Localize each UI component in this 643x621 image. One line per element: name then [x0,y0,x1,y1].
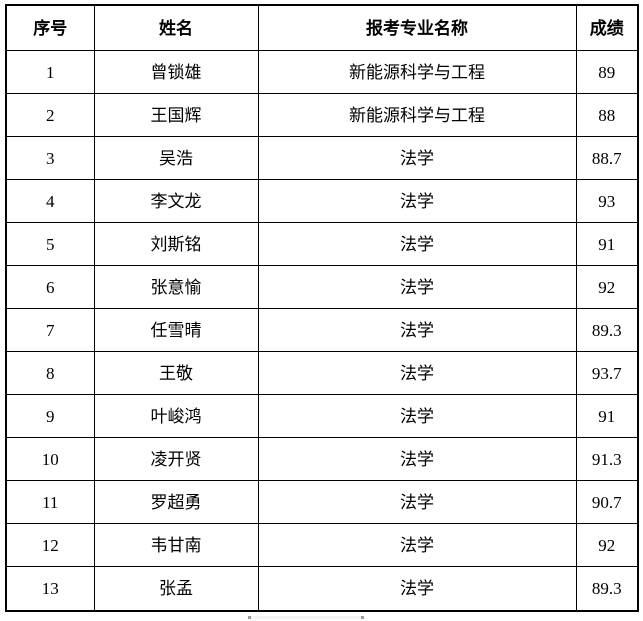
cell-major: 法学 [257,308,577,353]
table-row: 2 王国辉 新能源科学与工程 88 [5,93,639,138]
cell-index: 2 [5,93,95,138]
table-row: 7 任雪晴 法学 89.3 [5,308,639,353]
cell-major: 法学 [257,566,577,612]
scrollbar-artifact [248,616,364,619]
cell-major: 法学 [257,523,577,568]
cell-name: 叶峻鸿 [93,394,259,439]
cell-major: 法学 [257,265,577,310]
cell-index: 11 [5,480,95,525]
column-header-name: 姓名 [93,4,259,51]
column-header-index: 序号 [5,4,95,51]
cell-major: 法学 [257,179,577,224]
cell-score: 89.3 [575,566,639,612]
cell-index: 5 [5,222,95,267]
cell-major: 新能源科学与工程 [257,93,577,138]
cell-name: 张孟 [93,566,259,612]
cell-index: 7 [5,308,95,353]
cell-score: 88.7 [575,136,639,181]
cell-index: 13 [5,566,95,612]
table-row: 11 罗超勇 法学 90.7 [5,480,639,525]
header-row: 序号 姓名 报考专业名称 成绩 [5,4,639,51]
cell-score: 89 [575,49,639,95]
table-body: 1 曾锁雄 新能源科学与工程 89 2 王国辉 新能源科学与工程 88 3 吴浩 法学 88.7 4 李文… [5,49,639,612]
cell-index: 10 [5,437,95,482]
table-header: 序号 姓名 报考专业名称 成绩 [5,4,639,51]
cell-name: 罗超勇 [93,480,259,525]
table-row: 12 韦甘南 法学 92 [5,523,639,568]
cell-name: 韦甘南 [93,523,259,568]
cell-name: 李文龙 [93,179,259,224]
table-row: 5 刘斯铭 法学 91 [5,222,639,267]
cell-major: 法学 [257,351,577,396]
cell-major: 法学 [257,136,577,181]
cell-major: 法学 [257,480,577,525]
cell-major: 法学 [257,437,577,482]
cell-score: 92 [575,265,639,310]
cell-score: 91 [575,394,639,439]
cell-name: 凌开贤 [93,437,259,482]
column-header-major: 报考专业名称 [257,4,577,51]
cell-major: 法学 [257,222,577,267]
cell-score: 88 [575,93,639,138]
cell-major: 法学 [257,394,577,439]
table-row: 3 吴浩 法学 88.7 [5,136,639,181]
cell-score: 93.7 [575,351,639,396]
cell-name: 吴浩 [93,136,259,181]
cell-index: 6 [5,265,95,310]
cell-name: 张意愉 [93,265,259,310]
cell-score: 90.7 [575,480,639,525]
table-row: 4 李文龙 法学 93 [5,179,639,224]
cell-name: 刘斯铭 [93,222,259,267]
cell-score: 89.3 [575,308,639,353]
cell-major: 新能源科学与工程 [257,49,577,95]
column-header-score: 成绩 [575,4,639,51]
cell-score: 92 [575,523,639,568]
cell-score: 91 [575,222,639,267]
cell-index: 12 [5,523,95,568]
table-row: 9 叶峻鸿 法学 91 [5,394,639,439]
table-row: 13 张孟 法学 89.3 [5,566,639,612]
cell-score: 91.3 [575,437,639,482]
cell-name: 任雪晴 [93,308,259,353]
cell-index: 4 [5,179,95,224]
cell-index: 8 [5,351,95,396]
cell-score: 93 [575,179,639,224]
cell-name: 王敬 [93,351,259,396]
table-row: 1 曾锁雄 新能源科学与工程 89 [5,49,639,95]
table-row: 8 王敬 法学 93.7 [5,351,639,396]
cell-name: 王国辉 [93,93,259,138]
cell-name: 曾锁雄 [93,49,259,95]
cell-index: 9 [5,394,95,439]
table-row: 6 张意愉 法学 92 [5,265,639,310]
cell-index: 1 [5,49,95,95]
table-row: 10 凌开贤 法学 91.3 [5,437,639,482]
cell-index: 3 [5,136,95,181]
score-table: 序号 姓名 报考专业名称 成绩 1 曾锁雄 新能源科学与工程 89 2 王国辉 新能源科学与… [5,4,639,612]
